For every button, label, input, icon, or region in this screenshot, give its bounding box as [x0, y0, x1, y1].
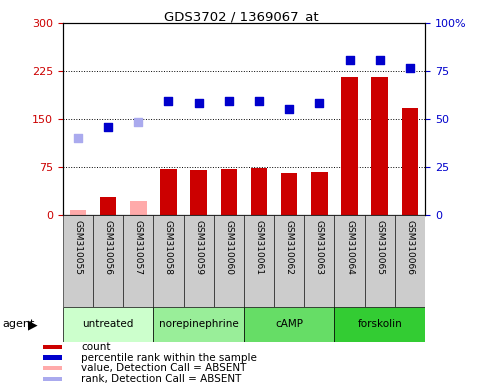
- Bar: [63, 307, 154, 342]
- Text: GSM310064: GSM310064: [345, 220, 354, 275]
- Text: GSM310065: GSM310065: [375, 220, 384, 275]
- Text: untreated: untreated: [83, 319, 134, 329]
- Bar: [334, 307, 425, 342]
- Bar: [251, 168, 267, 215]
- Text: percentile rank within the sample: percentile rank within the sample: [81, 353, 257, 362]
- Bar: [402, 108, 418, 215]
- Point: [285, 106, 293, 113]
- Text: agent: agent: [2, 319, 35, 329]
- Point: [165, 98, 172, 104]
- Text: rank, Detection Call = ABSENT: rank, Detection Call = ABSENT: [81, 374, 242, 384]
- Bar: [154, 215, 184, 307]
- Bar: [365, 215, 395, 307]
- Bar: [311, 172, 327, 215]
- Text: GDS3702 / 1369067_at: GDS3702 / 1369067_at: [164, 10, 319, 23]
- Point: [255, 98, 263, 104]
- Bar: [100, 197, 116, 215]
- Text: GSM310057: GSM310057: [134, 220, 143, 275]
- Bar: [221, 169, 237, 215]
- Text: count: count: [81, 342, 111, 352]
- Bar: [244, 215, 274, 307]
- Bar: [43, 376, 62, 381]
- Bar: [190, 170, 207, 215]
- Bar: [43, 345, 62, 349]
- Text: GSM310063: GSM310063: [315, 220, 324, 275]
- Bar: [154, 307, 244, 342]
- Point: [315, 100, 323, 106]
- Text: value, Detection Call = ABSENT: value, Detection Call = ABSENT: [81, 363, 246, 373]
- Bar: [70, 210, 86, 215]
- Bar: [43, 355, 62, 360]
- Text: GSM310066: GSM310066: [405, 220, 414, 275]
- Bar: [184, 215, 213, 307]
- Point: [74, 135, 82, 141]
- Bar: [123, 215, 154, 307]
- Bar: [334, 215, 365, 307]
- Point: [406, 65, 414, 71]
- Bar: [395, 215, 425, 307]
- Text: GSM310062: GSM310062: [284, 220, 294, 275]
- Text: GSM310055: GSM310055: [73, 220, 83, 275]
- Text: GSM310059: GSM310059: [194, 220, 203, 275]
- Bar: [274, 215, 304, 307]
- Text: ▶: ▶: [28, 318, 38, 331]
- Bar: [244, 307, 334, 342]
- Bar: [281, 174, 298, 215]
- Text: GSM310060: GSM310060: [224, 220, 233, 275]
- Bar: [213, 215, 244, 307]
- Bar: [130, 201, 146, 215]
- Text: GSM310058: GSM310058: [164, 220, 173, 275]
- Text: cAMP: cAMP: [275, 319, 303, 329]
- Bar: [93, 215, 123, 307]
- Point: [104, 124, 112, 130]
- Bar: [341, 78, 358, 215]
- Bar: [371, 78, 388, 215]
- Bar: [160, 169, 177, 215]
- Point: [134, 119, 142, 125]
- Bar: [63, 215, 93, 307]
- Point: [376, 56, 384, 63]
- Text: GSM310056: GSM310056: [103, 220, 113, 275]
- Text: norepinephrine: norepinephrine: [159, 319, 239, 329]
- Text: forskolin: forskolin: [357, 319, 402, 329]
- Text: GSM310061: GSM310061: [255, 220, 264, 275]
- Point: [346, 56, 354, 63]
- Bar: [43, 366, 62, 371]
- Bar: [304, 215, 334, 307]
- Point: [195, 100, 202, 106]
- Point: [225, 98, 233, 104]
